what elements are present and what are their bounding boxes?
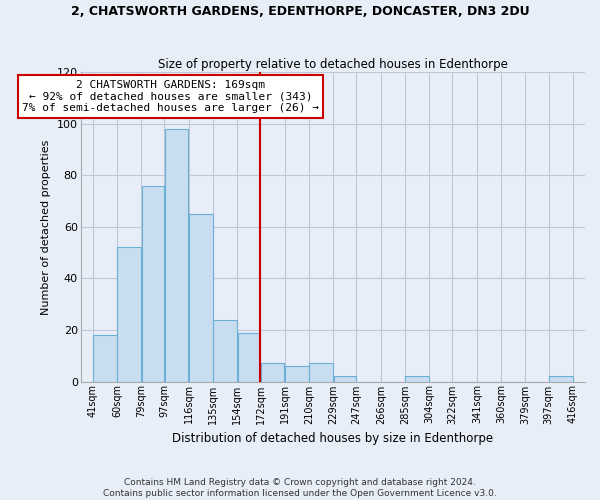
Y-axis label: Number of detached properties: Number of detached properties xyxy=(41,139,51,314)
Bar xyxy=(549,376,572,382)
Bar xyxy=(334,376,356,382)
Text: Contains HM Land Registry data © Crown copyright and database right 2024.
Contai: Contains HM Land Registry data © Crown c… xyxy=(103,478,497,498)
Bar xyxy=(310,364,333,382)
Bar xyxy=(93,335,117,382)
Text: 2, CHATSWORTH GARDENS, EDENTHORPE, DONCASTER, DN3 2DU: 2, CHATSWORTH GARDENS, EDENTHORPE, DONCA… xyxy=(71,5,529,18)
Bar xyxy=(189,214,213,382)
Bar xyxy=(214,320,237,382)
Bar xyxy=(406,376,429,382)
Bar xyxy=(118,248,141,382)
Bar xyxy=(261,364,284,382)
X-axis label: Distribution of detached houses by size in Edenthorpe: Distribution of detached houses by size … xyxy=(172,432,493,445)
Title: Size of property relative to detached houses in Edenthorpe: Size of property relative to detached ho… xyxy=(158,58,508,71)
Bar xyxy=(238,332,260,382)
Bar xyxy=(285,366,309,382)
Bar xyxy=(165,129,188,382)
Bar xyxy=(142,186,164,382)
Text: 2 CHATSWORTH GARDENS: 169sqm
← 92% of detached houses are smaller (343)
7% of se: 2 CHATSWORTH GARDENS: 169sqm ← 92% of de… xyxy=(22,80,319,113)
